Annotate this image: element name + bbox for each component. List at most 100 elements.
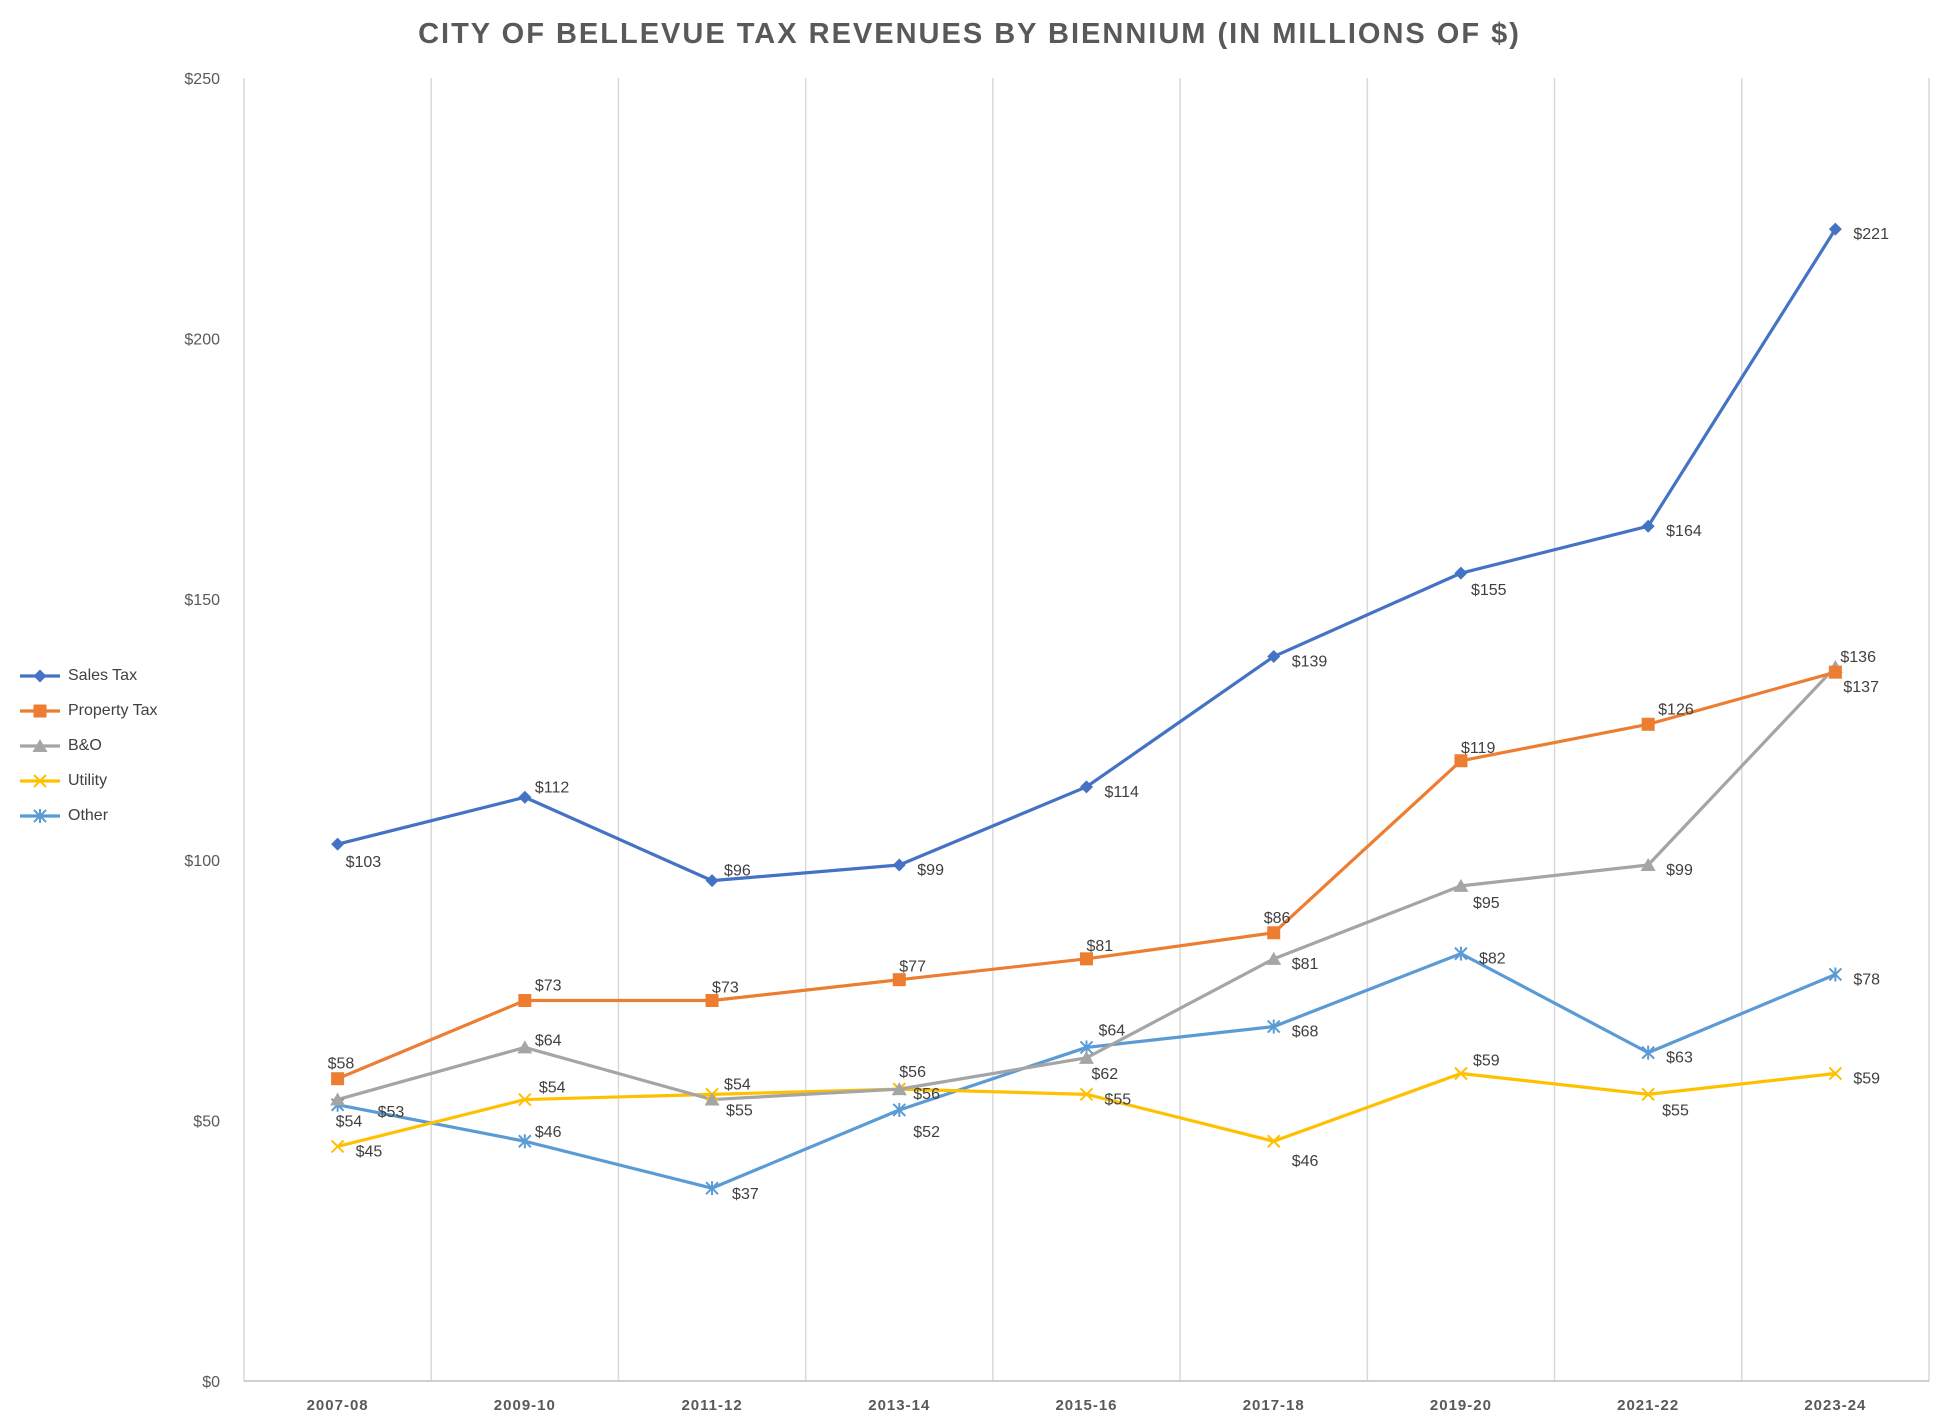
legend-marker [33, 669, 47, 682]
data-point [1641, 717, 1655, 731]
data-label: $112 [535, 779, 570, 796]
data-point [518, 790, 532, 804]
legend-swatch [20, 704, 60, 717]
data-point [1454, 754, 1468, 768]
data-label: $86 [1264, 910, 1291, 927]
x-tick-label: 2017-18 [1243, 1397, 1305, 1414]
data-label: $99 [917, 862, 944, 879]
data-label: $164 [1666, 523, 1702, 540]
data-label: $73 [712, 980, 739, 997]
data-label: $64 [535, 1032, 562, 1049]
data-label: $136 [1840, 649, 1876, 666]
legend-label: Sales Tax [68, 666, 138, 684]
data-label: $59 [1473, 1052, 1500, 1069]
data-label: $81 [1292, 956, 1319, 973]
data-label: $63 [1666, 1050, 1693, 1067]
x-tick-label: 2021-22 [1617, 1397, 1679, 1414]
data-point [1080, 952, 1093, 966]
data-point [1454, 1066, 1468, 1081]
data-label: $96 [724, 863, 751, 880]
y-axis: $0 $50 $100 $150 $200 $250 [184, 71, 220, 1391]
data-label: $55 [726, 1102, 753, 1119]
x-tick-label: 2009-10 [494, 1397, 556, 1414]
legend-item: Other [18, 798, 158, 833]
legend-marker [33, 773, 47, 788]
data-labels: $103 $112 $96 $99 $114 $139 $155 $164 $221 $58 $73… [328, 226, 1889, 1203]
data-label: $82 [1479, 951, 1506, 968]
data-point [705, 874, 719, 888]
data-point [1641, 1087, 1655, 1102]
legend: Sales Tax Property Tax B&O Utility Other [18, 658, 158, 833]
data-label: $81 [1087, 938, 1114, 955]
data-label: $103 [346, 854, 382, 871]
data-point [1828, 222, 1842, 236]
data-label: $45 [356, 1143, 383, 1160]
data-point [1267, 926, 1281, 940]
data-label: $56 [913, 1086, 940, 1103]
data-point [705, 994, 719, 1008]
legend-marker [33, 808, 47, 823]
y-tick-label: $100 [184, 853, 220, 870]
y-tick-label: $150 [184, 592, 220, 609]
legend-marker [33, 704, 47, 717]
legend-swatch [20, 738, 60, 752]
data-label: $55 [1662, 1102, 1689, 1119]
data-point [1266, 951, 1282, 965]
data-point [1454, 946, 1468, 961]
x-tick-label: 2019-20 [1430, 1397, 1492, 1414]
data-label: $54 [724, 1077, 751, 1094]
data-point [892, 1102, 906, 1117]
data-point [1267, 650, 1281, 664]
data-label: $139 [1292, 654, 1328, 671]
x-axis: 2007-08 2009-10 2011-12 2013-14 2015-16 2017-… [307, 1397, 1866, 1414]
data-point [1453, 878, 1469, 892]
data-point [892, 973, 906, 987]
data-label: $221 [1853, 226, 1889, 243]
data-point [1640, 858, 1656, 872]
legend-swatch [20, 773, 60, 788]
data-point [517, 1040, 533, 1054]
data-label: $68 [1292, 1024, 1319, 1041]
data-point [1641, 1045, 1655, 1060]
x-tick-label: 2011-12 [681, 1397, 742, 1414]
x-tick-label: 2007-08 [307, 1397, 369, 1414]
x-tick-label: 2015-16 [1055, 1397, 1117, 1414]
data-point [330, 1139, 345, 1154]
chart-title: CITY OF BELLEVUE TAX REVENUES BY BIENNIU… [418, 18, 1521, 50]
data-label: $73 [535, 978, 562, 995]
data-point [331, 1072, 345, 1086]
data-point [1641, 519, 1655, 533]
legend-swatch [20, 808, 60, 823]
data-point [891, 1082, 907, 1096]
grid-lines [243, 78, 1930, 1382]
data-point [330, 1092, 346, 1106]
data-label: $77 [899, 959, 926, 976]
y-tick-label: $250 [184, 71, 220, 88]
legend-swatch [20, 669, 60, 682]
data-label: $53 [378, 1104, 405, 1121]
y-tick-label: $50 [193, 1113, 220, 1130]
data-label: $95 [1473, 895, 1500, 912]
data-label: $155 [1471, 582, 1507, 599]
data-point [331, 837, 345, 851]
data-point [705, 1181, 719, 1196]
legend-label: Utility [68, 771, 108, 789]
legend-marker [32, 738, 48, 752]
data-label: $78 [1853, 971, 1880, 988]
data-point [518, 1134, 532, 1149]
series-line-other [337, 952, 1837, 1190]
legend-item: Sales Tax [18, 658, 158, 693]
data-label: $137 [1843, 679, 1879, 696]
legend-label: Property Tax [68, 701, 158, 719]
data-point [518, 1092, 532, 1107]
y-tick-label: $200 [184, 332, 220, 349]
data-label: $114 [1105, 784, 1140, 801]
data-label: $54 [336, 1114, 363, 1131]
data-point [1267, 1019, 1281, 1034]
data-point [1828, 967, 1843, 982]
legend-item: Utility [18, 763, 158, 798]
data-label: $56 [899, 1064, 926, 1081]
series-line-property-tax [336, 670, 1836, 1081]
data-label: $64 [1099, 1022, 1126, 1039]
